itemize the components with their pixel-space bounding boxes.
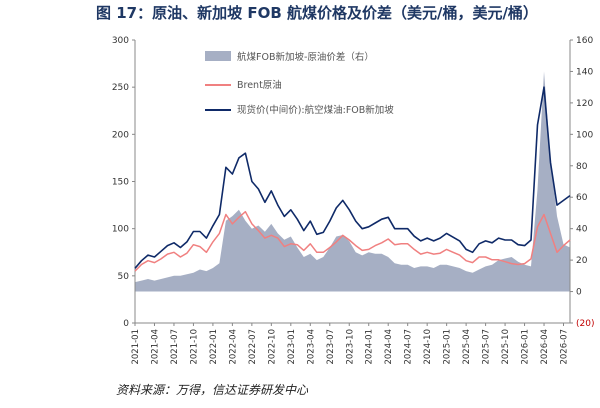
- legend-swatch-spread: [205, 51, 231, 61]
- left-tick-label: 200: [112, 130, 129, 140]
- x-tick-label: 2026-01: [521, 329, 531, 365]
- x-tick-label: 2021-07: [170, 329, 180, 365]
- x-tick-label: 2025-01: [443, 329, 453, 365]
- left-tick-label: 0: [123, 319, 129, 329]
- x-tick-label: 2023-07: [326, 329, 336, 365]
- x-tick-label: 2024-07: [404, 329, 414, 365]
- source-note: 资料来源：万得，信达证券研发中心: [116, 383, 309, 397]
- series-spread-area: [135, 71, 570, 292]
- right-tick-label: 0: [576, 288, 582, 298]
- x-tick-label: 2023-10: [345, 329, 355, 365]
- right-tick-label: 40: [576, 225, 588, 235]
- left-tick-label: 150: [112, 178, 129, 188]
- left-tick-label: 50: [118, 272, 130, 282]
- axes-layer: 0 50 100 150 200 250 300 (20) 0 20 40 60 80 100 120 140…: [112, 36, 595, 365]
- right-tick-label: 60: [576, 193, 588, 203]
- x-tick-label: 2021-01: [131, 329, 141, 365]
- left-tick-label: 300: [112, 36, 129, 46]
- right-tick-label: 20: [576, 256, 588, 266]
- x-tick-label: 2024-10: [423, 329, 433, 365]
- series-jetfuel-line: [134, 86, 571, 269]
- right-tick-label: 160: [576, 36, 593, 46]
- right-tick-label: 120: [576, 99, 593, 109]
- x-tick-label: 2026-07: [560, 329, 570, 365]
- price-lines-layer: [134, 86, 571, 272]
- x-tick-label: 2025-10: [501, 329, 511, 365]
- right-tick-label: (20): [576, 319, 594, 329]
- legend-label-jetfuel: 现货价(中间价):航空煤油:FOB新加坡: [237, 104, 394, 116]
- x-tick-label: 2022-10: [267, 329, 277, 365]
- right-tick-label: 100: [576, 130, 593, 140]
- chart-title: 图 17：原油、新加坡 FOB 航煤价格及价差（美元/桶，美元/桶）: [96, 4, 538, 22]
- left-tick-label: 250: [112, 83, 129, 93]
- x-tick-label: 2025-04: [462, 329, 472, 365]
- x-tick-label: 2023-01: [287, 329, 297, 365]
- x-tick-label: 2024-04: [384, 329, 394, 365]
- x-tick-label: 2025-07: [482, 329, 492, 365]
- legend: 航煤FOB新加坡-原油价差（右） Brent原油现货价(中间价):航空煤油:FOB…: [205, 51, 394, 116]
- legend-label-spread: 航煤FOB新加坡-原油价差（右）: [237, 51, 374, 63]
- left-tick-label: 100: [112, 225, 129, 235]
- x-tick-label: 2026-04: [540, 329, 550, 365]
- x-tick-label: 2022-04: [228, 329, 238, 365]
- x-tick-label: 2023-04: [306, 329, 316, 365]
- right-tick-label: 80: [576, 162, 588, 172]
- x-tick-label: 2022-01: [209, 329, 219, 365]
- legend-label-brent: Brent原油: [237, 79, 282, 91]
- spread-area-layer: [135, 71, 570, 292]
- series-brent-line: [134, 210, 571, 272]
- x-tick-label: 2024-01: [365, 329, 375, 365]
- right-tick-label: 140: [576, 67, 593, 77]
- x-tick-label: 2022-07: [248, 329, 258, 365]
- x-tick-label: 2021-10: [189, 329, 199, 365]
- x-tick-label: 2021-04: [150, 329, 160, 365]
